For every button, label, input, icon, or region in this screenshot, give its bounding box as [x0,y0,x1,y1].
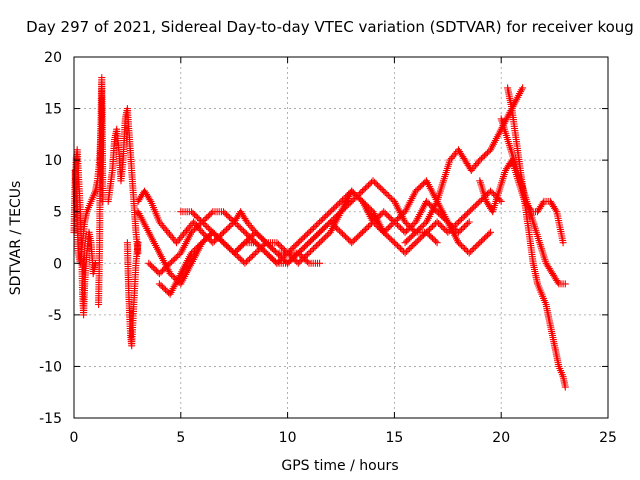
series-late-descend [497,115,569,288]
tick-labels: 0 5 10 15 20 25 -15 -10 -5 0 5 10 15 20 [39,50,617,446]
y-tick-label: 0 [53,256,62,272]
series-curve-C [155,177,441,298]
y-tick-label: 15 [44,102,62,118]
x-tick-label: 5 [176,430,185,446]
data-point-marks [504,84,569,391]
series-cluster-2h [104,105,142,257]
data-point-marks [177,197,473,267]
series-steep-20h [504,84,569,391]
y-tick-label: 10 [44,153,62,169]
x-tick-label: 0 [70,430,79,446]
plot-frame [73,56,609,419]
data-point-marks [497,115,569,288]
x-tick-label: 20 [492,430,510,446]
data-point-marks [155,177,441,298]
axis-ticks [73,56,609,419]
series-spike-1.2h [95,74,107,308]
y-axis-label: SDTVAR / TECUs [8,181,24,296]
y-tick-label: -5 [48,308,62,324]
x-tick-label: 25 [599,430,617,446]
x-tick-label: 15 [385,430,403,446]
series-curve-E [145,208,324,278]
x-tick-label: 10 [279,430,297,446]
y-tick-label: -10 [39,359,62,375]
data-point-marks [123,239,142,350]
data-series [70,74,569,391]
data-point-marks [104,105,142,257]
x-axis-label: GPS time / hours [281,458,398,474]
series-curve-D [177,197,473,267]
series-dip-2.7h [123,239,142,350]
y-tick-label: -15 [39,411,62,427]
y-tick-label: 5 [53,205,62,221]
y-tick-label: 20 [44,50,62,66]
data-point-marks [95,74,107,308]
data-point-marks [145,208,324,278]
chart-title: Day 297 of 2021, Sidereal Day-to-day VTE… [26,18,634,36]
